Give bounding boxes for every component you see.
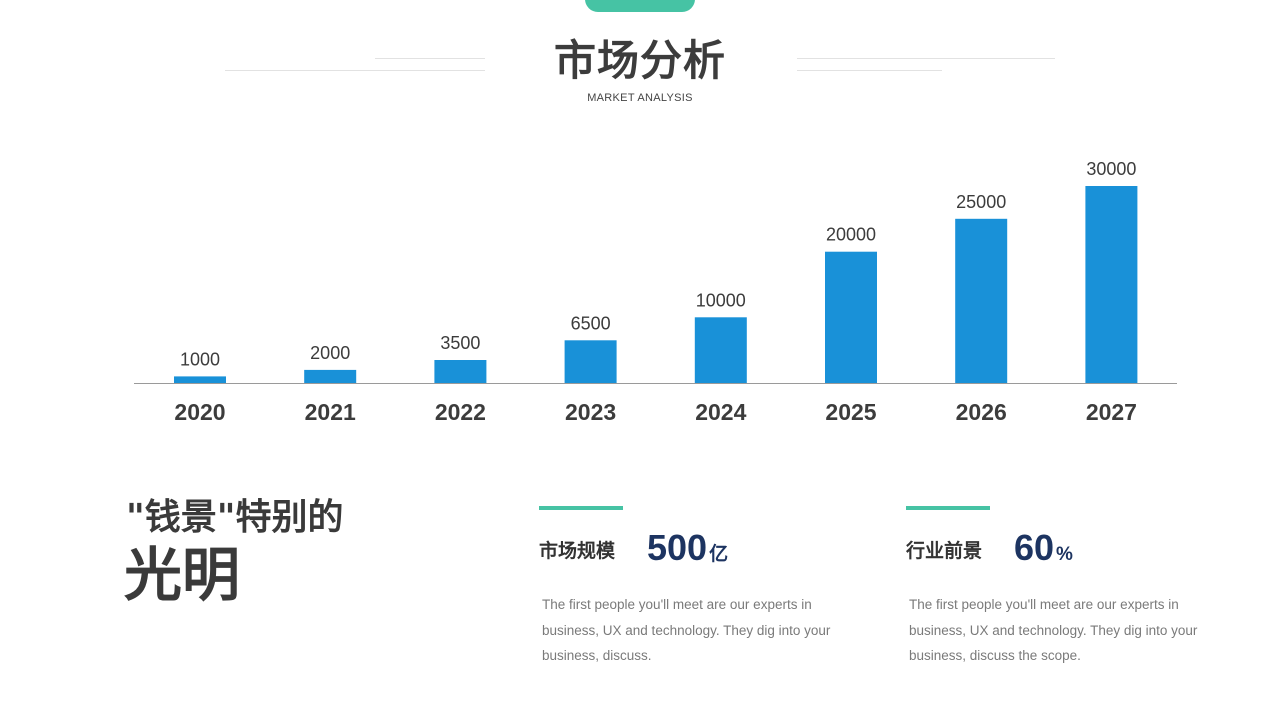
stat-value: 60% [1014,526,1073,578]
page-title: 市场分析 [553,36,726,85]
x-tick-label-2025: 2025 [825,399,876,425]
bar-2025 [825,251,877,383]
title-divider-left-long [225,70,485,71]
data-label-2020: 1000 [180,349,220,369]
x-tick-label-2023: 2023 [565,399,616,425]
bar-2026 [955,218,1008,383]
headline-line-1: "钱景"特别的 [126,497,344,538]
headline-line-2: 光明 [124,541,241,609]
x-tick-label-2022: 2022 [435,399,486,425]
x-tick-label-2024: 2024 [695,399,746,425]
stat-description: The first people you'll meet are our exp… [542,597,831,663]
data-label-2027: 30000 [1086,159,1136,179]
data-label-2021: 2000 [310,343,350,363]
stat-unit: % [1056,544,1073,565]
data-label-2026: 25000 [956,192,1006,212]
x-tick-label-2021: 2021 [305,399,356,425]
data-label-2025: 20000 [826,225,876,245]
bar-2024 [694,317,747,383]
stat-number: 60 [1014,527,1055,568]
stat-description: The first people you'll meet are our exp… [909,597,1198,663]
stat-label: 行业前景 [906,540,983,562]
bar-2027 [1085,186,1138,383]
page-subtitle: MARKET ANALYSIS [587,92,693,104]
stat-unit: 亿 [709,544,729,565]
x-tick-label-2026: 2026 [956,399,1007,425]
title-divider-right-short [797,70,942,71]
data-label-2022: 3500 [440,333,480,353]
stat-number: 500 [647,527,708,568]
title-divider-right-long [797,58,1055,59]
data-label-2024: 10000 [696,290,746,310]
x-tick-label-2020: 2020 [174,399,225,425]
bar-2022 [434,360,487,383]
data-label-2023: 6500 [571,313,611,333]
bar-2020 [174,376,226,383]
bar-2023 [564,340,617,383]
top-accent-tab [585,0,695,12]
x-tick-label-2027: 2027 [1086,399,1137,425]
title-divider-left-short [375,58,485,59]
stat-accent-bar [539,506,623,510]
stat-label: 市场规模 [539,540,616,562]
stat-accent-bar [906,506,990,510]
stat-value: 500 亿 [647,526,728,578]
bar-2021 [304,369,357,383]
